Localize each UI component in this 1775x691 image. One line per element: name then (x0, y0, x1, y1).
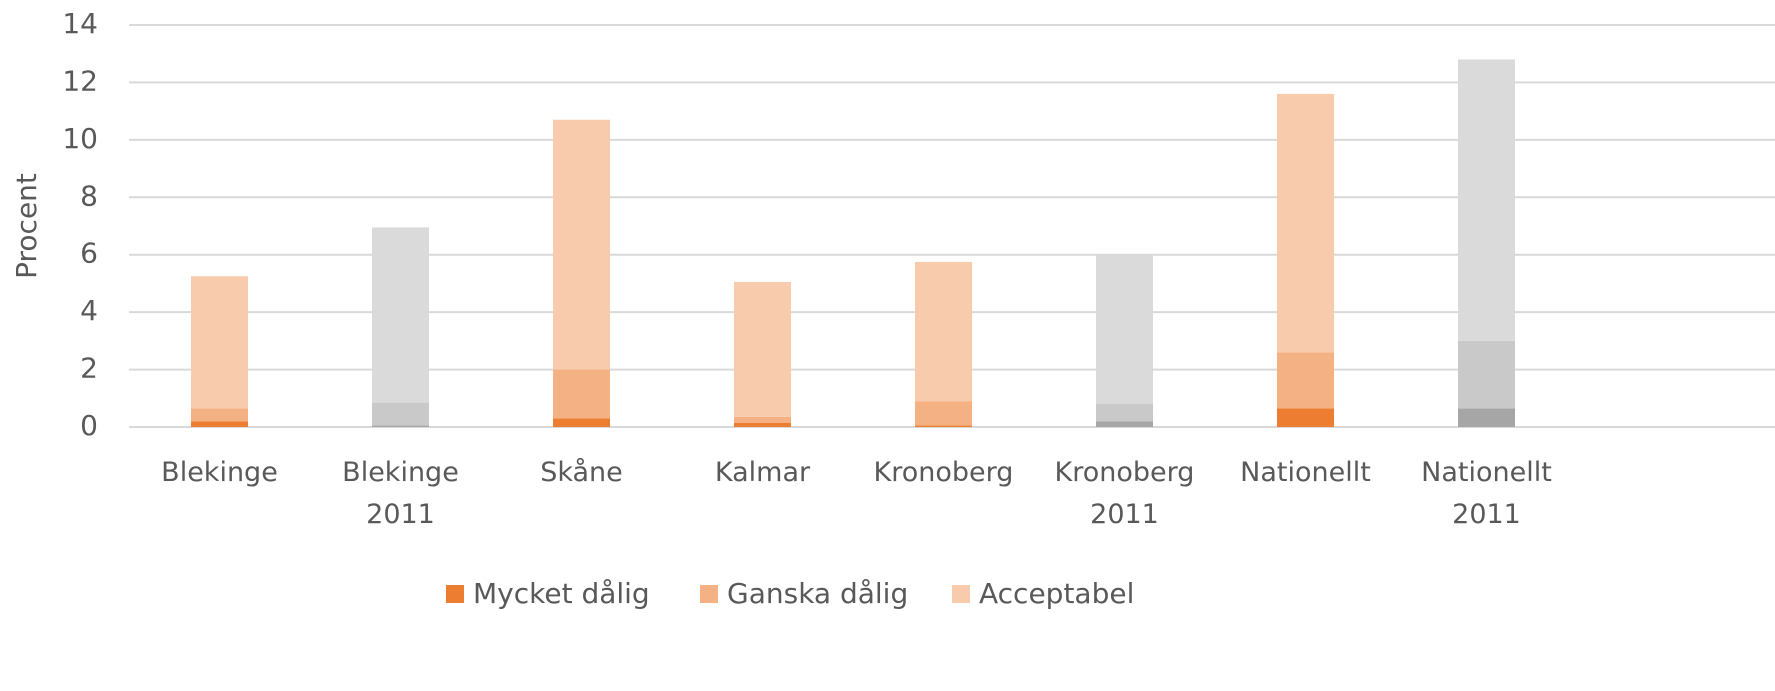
x-tick-label: Kronoberg (873, 457, 1014, 488)
legend-label: Acceptabel (979, 577, 1134, 610)
y-axis-label: Procent (10, 173, 43, 279)
bar-segment (191, 421, 248, 427)
bar-segment (915, 425, 972, 427)
x-tick-label: Skåne (540, 457, 623, 488)
bar-segment (734, 422, 791, 427)
y-tick-label: 2 (80, 352, 98, 385)
bar-segment (1277, 93, 1334, 353)
y-tick-label: 14 (62, 7, 98, 40)
legend-swatch (700, 585, 718, 603)
bar-segment (1096, 421, 1153, 427)
y-tick-label: 10 (62, 122, 98, 155)
legend-swatch (446, 585, 464, 603)
bar-segment (915, 401, 972, 426)
bar-segment (915, 261, 972, 402)
bar-segment (1458, 408, 1515, 427)
legend-label: Mycket dålig (473, 577, 650, 610)
x-tick-label: Blekinge (161, 457, 278, 488)
x-tick-label: Blekinge 2011 (342, 457, 459, 530)
bar-segment (372, 425, 429, 427)
x-tick-label: Nationellt 2011 (1421, 457, 1552, 530)
legend-label: Ganska dålig (727, 577, 908, 610)
bar-segment (553, 418, 610, 427)
y-tick-label: 4 (80, 294, 98, 327)
bar-segment (372, 402, 429, 426)
bar-segment (372, 227, 429, 403)
legend-swatch (952, 585, 970, 603)
bar-segment (1096, 404, 1153, 422)
bar-segment (1458, 59, 1515, 341)
y-tick-label: 0 (80, 409, 98, 442)
bar-segment (553, 119, 610, 370)
bar-segment (553, 369, 610, 419)
bar-segment (1277, 408, 1334, 427)
y-tick-label: 6 (80, 237, 98, 270)
bar-segment (191, 408, 248, 422)
x-tick-label: Kronoberg 2011 (1054, 457, 1195, 530)
x-tick-label: Nationellt (1240, 457, 1371, 488)
bar-segment (191, 276, 248, 409)
y-tick-label: 8 (80, 179, 98, 212)
bar-segment (1458, 340, 1515, 409)
x-tick-label: Kalmar (714, 457, 811, 488)
bar-segment (734, 281, 791, 417)
bar-segment (1096, 254, 1153, 405)
y-tick-label: 12 (62, 64, 98, 97)
bar-segment (1277, 352, 1334, 409)
bar-segment (734, 416, 791, 423)
